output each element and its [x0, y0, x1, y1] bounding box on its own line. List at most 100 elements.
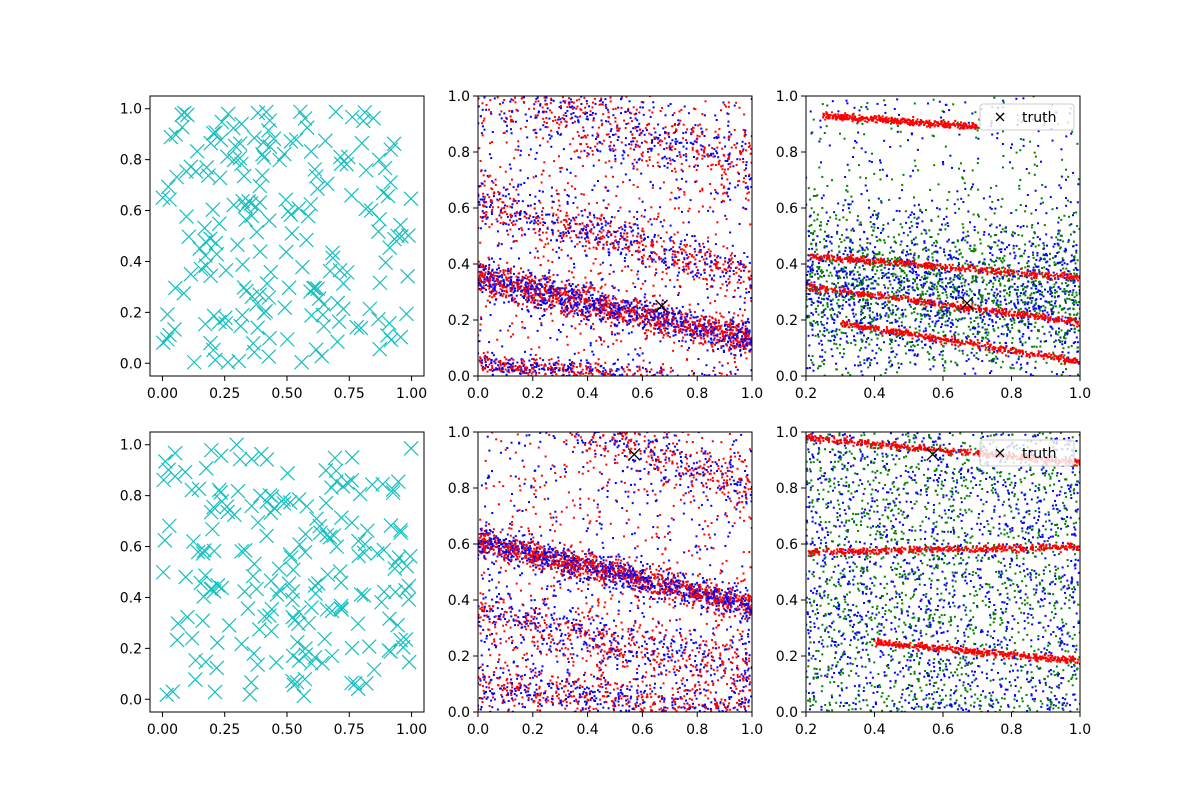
data-point — [636, 307, 639, 310]
data-point — [724, 295, 727, 297]
data-point — [693, 381, 695, 383]
data-point — [714, 319, 717, 322]
x-marker — [255, 146, 270, 162]
x-marker — [176, 285, 192, 301]
data-point — [573, 312, 576, 315]
data-point — [689, 261, 692, 264]
data-point — [723, 136, 726, 139]
data-point — [594, 312, 597, 315]
data-point — [715, 311, 718, 314]
data-point — [580, 103, 583, 105]
data-point — [567, 297, 570, 300]
data-point — [533, 306, 536, 309]
data-point — [538, 89, 540, 91]
data-point — [484, 267, 487, 270]
data-point — [568, 103, 571, 106]
data-point — [696, 134, 699, 137]
data-point — [580, 359, 582, 362]
data-point — [678, 246, 681, 249]
data-point — [614, 133, 617, 136]
data-point — [729, 339, 732, 342]
data-point — [617, 307, 620, 310]
data-point — [550, 294, 553, 297]
data-point — [481, 108, 484, 111]
data-point — [552, 368, 555, 371]
data-point — [535, 212, 538, 215]
data-point — [632, 379, 634, 381]
data-point — [618, 315, 621, 318]
data-point — [705, 331, 708, 334]
data-point — [596, 217, 599, 220]
data-point — [526, 309, 529, 312]
data-point — [492, 192, 495, 195]
data-point — [608, 299, 611, 302]
data-point — [493, 274, 496, 277]
data-point — [634, 305, 637, 308]
data-point — [738, 393, 740, 395]
data-point — [607, 133, 610, 136]
data-point — [651, 245, 654, 248]
data-point — [743, 264, 745, 267]
data-point — [711, 330, 714, 333]
data-point — [604, 161, 607, 164]
data-point — [671, 114, 674, 117]
data-point — [579, 310, 582, 313]
data-point — [703, 146, 706, 149]
data-point — [700, 148, 703, 151]
data-point — [541, 214, 544, 216]
data-point — [599, 365, 602, 368]
x-marker — [226, 152, 242, 168]
data-point — [637, 125, 640, 128]
data-point — [731, 344, 734, 347]
data-point — [596, 242, 599, 245]
x-marker — [358, 201, 374, 217]
data-point — [541, 190, 544, 193]
data-point — [593, 214, 595, 217]
data-point — [715, 326, 718, 329]
data-point — [491, 201, 493, 204]
data-point — [648, 158, 651, 161]
data-point — [554, 68, 556, 70]
data-point — [566, 313, 569, 316]
data-point — [488, 108, 490, 111]
data-point — [615, 72, 617, 74]
x-marker — [183, 266, 199, 282]
data-point — [529, 275, 532, 278]
data-point — [741, 341, 744, 344]
data-point — [502, 272, 505, 275]
data-point — [728, 275, 731, 278]
data-point — [694, 337, 697, 340]
data-point — [601, 292, 604, 295]
data-point — [591, 374, 594, 376]
data-point — [733, 389, 735, 391]
data-point — [527, 204, 530, 207]
data-point — [742, 128, 745, 131]
data-point — [655, 272, 658, 275]
data-point — [506, 272, 509, 275]
data-point — [719, 267, 722, 269]
data-point — [683, 258, 686, 261]
data-point — [482, 195, 485, 198]
data-point — [618, 374, 621, 376]
data-point — [623, 316, 626, 319]
data-point — [643, 321, 645, 323]
data-point — [514, 67, 516, 69]
x-marker — [403, 191, 419, 207]
data-point — [720, 324, 723, 327]
data-point — [526, 91, 528, 93]
data-point — [678, 285, 681, 287]
data-point — [677, 389, 679, 391]
x-marker — [256, 305, 272, 321]
data-point — [750, 177, 752, 180]
data-point — [733, 326, 736, 329]
data-point — [589, 146, 592, 149]
data-point — [516, 109, 519, 112]
data-point — [511, 370, 514, 373]
data-point — [736, 343, 739, 346]
x-tick-label: 1.00 — [396, 386, 427, 402]
data-point — [582, 289, 585, 292]
data-point — [589, 110, 592, 113]
data-point — [529, 148, 532, 151]
data-point — [682, 336, 685, 339]
data-point — [637, 250, 640, 253]
